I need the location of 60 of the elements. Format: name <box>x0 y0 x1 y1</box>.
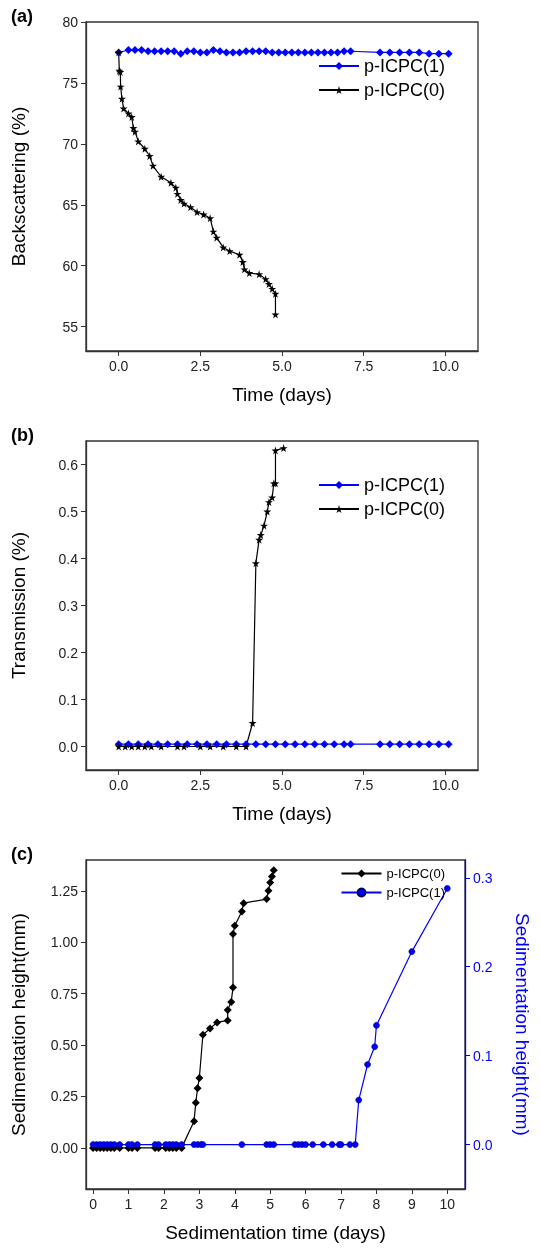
x-tick-label: 5.0 <box>272 358 292 374</box>
y-tick-label: 70 <box>62 135 79 152</box>
x-tick-label: 10.0 <box>431 777 460 793</box>
x-axis-title: Sedimentation time (days) <box>165 1222 386 1243</box>
x-tick-label: 2.5 <box>190 358 211 374</box>
y-tick-label: 1.00 <box>50 934 79 951</box>
legend-label: p-ICPC(1) <box>363 475 446 495</box>
x-axis-title: Time (days) <box>232 803 332 824</box>
x-tick-label: 0 <box>89 1196 98 1212</box>
y-tick-label: 75 <box>62 74 79 91</box>
y2-tick-label: 0.1 <box>473 1047 493 1064</box>
x-tick-label: 7.5 <box>353 777 374 793</box>
y2-tick-label: 0.0 <box>473 1136 493 1153</box>
x-tick-label: 5.0 <box>272 777 292 793</box>
y-tick-label: 0.4 <box>58 550 79 567</box>
x-tick-label: 3 <box>195 1196 204 1212</box>
legend-label: p-ICPC(1) <box>386 885 446 900</box>
y2-tick-label: 0.2 <box>473 958 493 975</box>
x-tick-label: 4 <box>230 1196 239 1212</box>
y-tick-label: 0.2 <box>58 644 79 661</box>
x-tick-label: 9 <box>407 1196 416 1212</box>
y-tick-label: 1.25 <box>50 882 79 899</box>
x-tick-label: 2.5 <box>190 777 211 793</box>
x-tick-label: 10.0 <box>431 358 460 374</box>
x-tick-label: 6 <box>301 1196 310 1212</box>
y-axis-title: Sedimentation height(mm) <box>8 913 29 1136</box>
x-tick-label: 0.0 <box>108 358 129 374</box>
x-tick-label: 2 <box>160 1196 169 1212</box>
chart-title: (a) <box>11 6 33 26</box>
chart-title: (b) <box>11 425 34 445</box>
y-axis-title: Transmission (%) <box>8 531 29 680</box>
x-tick-label: 7.5 <box>353 358 374 374</box>
x-axis-title: Time (days) <box>232 384 332 405</box>
y-tick-label: 55 <box>62 318 79 335</box>
y2-axis-title: Sedimentation height(mm) <box>512 913 533 1136</box>
x-tick-label: 8 <box>372 1196 381 1212</box>
y-tick-label: 0.75 <box>50 985 79 1002</box>
y-axis-title: Backscattering (%) <box>8 106 29 267</box>
legend-label: p-ICPC(1) <box>363 56 446 76</box>
x-tick-label: 7 <box>337 1196 346 1212</box>
x-tick-label: 10 <box>439 1196 456 1212</box>
legend-label: p-ICPC(0) <box>363 499 446 519</box>
legend-label: p-ICPC(0) <box>386 866 446 881</box>
y2-tick-label: 0.3 <box>473 869 493 886</box>
y-tick-label: 0.1 <box>58 691 79 708</box>
y-tick-label: 0.25 <box>50 1088 79 1105</box>
legend-label: p-ICPC(0) <box>363 80 446 100</box>
y-tick-label: 60 <box>62 257 79 274</box>
x-tick-label: 0.0 <box>108 777 129 793</box>
y-tick-label: 0.3 <box>58 597 79 614</box>
x-tick-label: 1 <box>124 1196 133 1212</box>
y-tick-label: 0.50 <box>50 1037 79 1054</box>
x-tick-label: 5 <box>266 1196 275 1212</box>
y-tick-label: 0.6 <box>58 456 79 473</box>
y-tick-label: 65 <box>62 196 79 213</box>
y-tick-label: 80 <box>62 14 79 30</box>
chart-title: (c) <box>11 844 33 864</box>
y-tick-label: 0.0 <box>58 738 79 755</box>
y-tick-label: 0.00 <box>50 1139 79 1156</box>
y-tick-label: 0.5 <box>58 503 79 520</box>
